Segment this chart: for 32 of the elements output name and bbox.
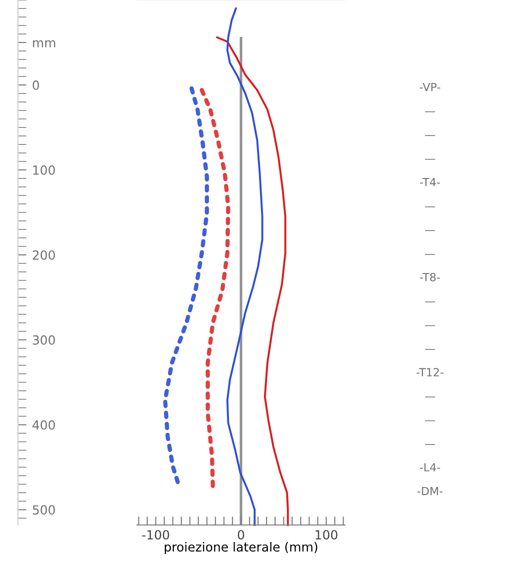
text: —	[424, 111, 436, 112]
text: —	[424, 254, 436, 255]
y-tick-label: 0	[32, 80, 40, 90]
x-tick-label: 100	[316, 530, 338, 540]
line-series	[226, 8, 264, 526]
text: —	[424, 206, 436, 208]
y-tick-label: 300	[32, 335, 55, 345]
y-tick-label: mm	[33, 40, 56, 48]
text: -T12-	[416, 368, 444, 376]
text: -L4-	[420, 463, 440, 472]
text: —	[424, 325, 436, 326]
x-axis-title: proiezione laterale (mm)	[164, 542, 318, 554]
text: -VP-	[420, 82, 440, 92]
x-tick-label: 0	[238, 530, 244, 540]
x-tick-label: -100	[142, 530, 170, 540]
y-tick-label: 400	[32, 420, 55, 430]
text: —	[424, 420, 436, 422]
text: -T4-	[420, 178, 440, 186]
y-tick-label: 500	[32, 505, 55, 515]
text: —	[424, 135, 436, 136]
text: -T8-	[420, 272, 440, 282]
text: -DM-	[417, 486, 443, 496]
y-tick-label: 200	[32, 250, 55, 260]
line-series	[216, 36, 289, 526]
text: —	[424, 444, 436, 445]
line-series	[163, 86, 209, 485]
y-tick-label: 100	[33, 165, 55, 175]
text: —	[424, 396, 436, 398]
text: —	[424, 158, 436, 160]
line-series	[200, 88, 230, 489]
text: —	[424, 349, 436, 350]
text: —	[424, 230, 436, 231]
